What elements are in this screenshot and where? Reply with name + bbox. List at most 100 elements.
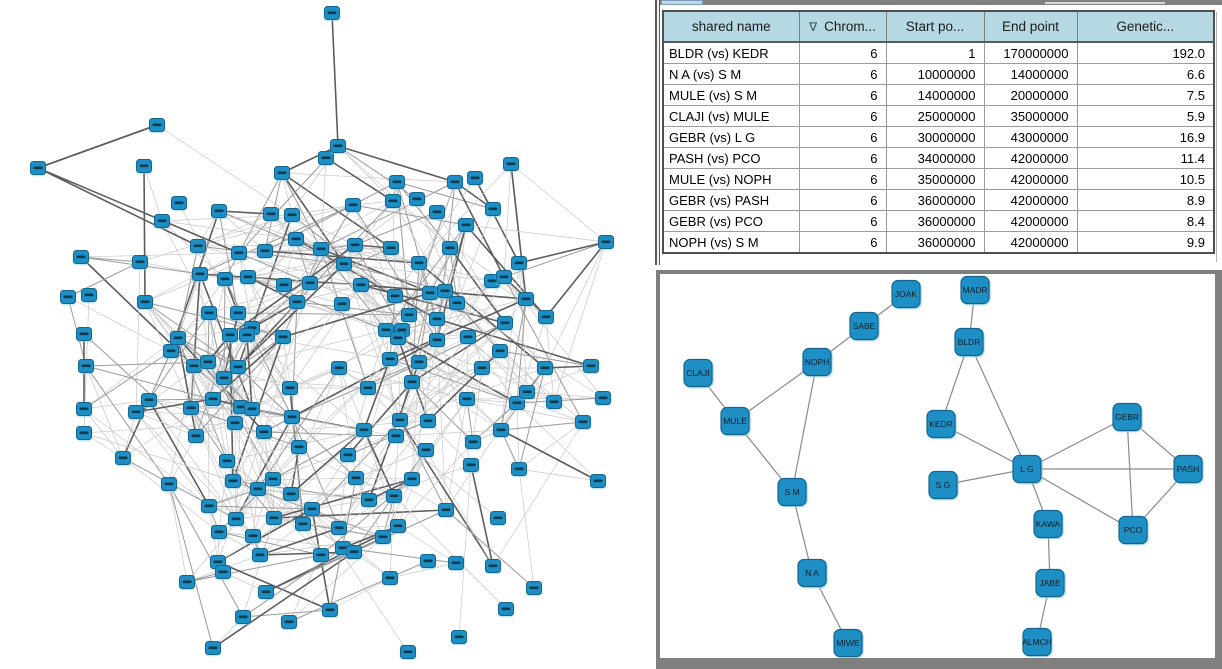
cell-value[interactable]: 5.9 — [1076, 105, 1215, 127]
cell-value[interactable]: 6 — [798, 189, 887, 211]
node-label-glyph — [338, 546, 348, 550]
cell-value[interactable]: 42000000 — [983, 147, 1078, 169]
subnetwork-node-KAWA[interactable] — [1033, 509, 1063, 539]
cell-value[interactable]: 6 — [798, 105, 887, 127]
network-edge — [247, 276, 387, 331]
table-row[interactable]: GEBR (vs) PCO 6 36000000 42000000 8.4 — [662, 210, 1215, 232]
column-header-chrom---[interactable]: ∇ Chrom... — [798, 10, 887, 43]
table-row[interactable]: CLAJI (vs) MULE 6 25000000 35000000 5.9 — [662, 105, 1215, 127]
cell-value[interactable]: 16.9 — [1076, 126, 1215, 148]
subnetwork-node-MIWE[interactable] — [833, 628, 863, 658]
table-row[interactable]: GEBR (vs) PASH 6 36000000 42000000 8.9 — [662, 189, 1215, 211]
node-label-glyph — [173, 336, 183, 340]
network-edge — [465, 224, 607, 243]
network-edge — [197, 204, 354, 247]
main-network-canvas[interactable] — [0, 0, 655, 669]
subnetwork-node-BLDR[interactable] — [954, 327, 984, 357]
subnetwork-node-PCO[interactable] — [1118, 515, 1148, 545]
cell-shared-name[interactable]: PASH (vs) PCO — [662, 147, 800, 169]
table-row[interactable]: MULE (vs) S M 6 14000000 20000000 7.5 — [662, 84, 1215, 106]
subnetwork-node-KEDR[interactable] — [926, 409, 956, 439]
column-header-start-po---[interactable]: Start po... — [885, 10, 985, 43]
cell-value[interactable]: 35000000 — [885, 168, 985, 190]
table-row[interactable]: NOPH (vs) S M 6 36000000 42000000 9.9 — [662, 231, 1215, 254]
cell-value[interactable]: 6 — [798, 231, 887, 254]
table-row[interactable]: MULE (vs) NOPH 6 35000000 42000000 10.5 — [662, 168, 1215, 190]
cell-value[interactable]: 6 — [798, 126, 887, 148]
network-edge — [503, 163, 512, 278]
cell-shared-name[interactable]: BLDR (vs) KEDR — [662, 41, 800, 64]
filter-icon[interactable]: ∇ — [809, 20, 818, 34]
column-header-shared-name[interactable]: shared name — [662, 10, 800, 43]
cell-value[interactable]: 8.4 — [1076, 210, 1215, 232]
cell-value[interactable]: 42000000 — [983, 231, 1078, 254]
cell-value[interactable]: 34000000 — [885, 147, 985, 169]
column-header-genetic---[interactable]: Genetic... — [1076, 10, 1215, 43]
table-row[interactable]: GEBR (vs) L G 6 30000000 43000000 16.9 — [662, 126, 1215, 148]
cell-shared-name[interactable]: MULE (vs) NOPH — [662, 168, 800, 190]
subnetwork-node-NOPH[interactable] — [802, 347, 832, 377]
subnetwork-node-SABE[interactable] — [849, 311, 879, 341]
cell-shared-name[interactable]: GEBR (vs) PASH — [662, 189, 800, 211]
cell-value[interactable]: 35000000 — [983, 105, 1078, 127]
subnetwork-node-NA[interactable] — [797, 558, 827, 588]
table-row[interactable]: BLDR (vs) KEDR 6 1 170000000 192.0 — [662, 41, 1215, 64]
network-edge — [290, 429, 365, 495]
subnetwork-node-CLAJI[interactable] — [683, 358, 713, 388]
cell-value[interactable]: 6 — [798, 84, 887, 106]
subnetwork-node-LG[interactable] — [1012, 454, 1042, 484]
cell-value[interactable]: 6.6 — [1076, 63, 1215, 85]
cell-value[interactable]: 36000000 — [885, 210, 985, 232]
subnetwork-node-ALMCH[interactable] — [1022, 627, 1052, 657]
cell-value[interactable]: 192.0 — [1076, 41, 1215, 64]
cell-value[interactable]: 43000000 — [983, 126, 1078, 148]
subnetwork-node-JABE[interactable] — [1035, 568, 1065, 598]
node-label-glyph — [349, 550, 359, 554]
cell-value[interactable]: 42000000 — [983, 210, 1078, 232]
cell-value[interactable]: 10000000 — [885, 63, 985, 85]
table-row[interactable]: N A (vs) S M 6 10000000 14000000 6.6 — [662, 63, 1215, 85]
cell-value[interactable]: 170000000 — [983, 41, 1078, 64]
cell-value[interactable]: 14000000 — [885, 84, 985, 106]
cell-shared-name[interactable]: CLAJI (vs) MULE — [662, 105, 800, 127]
cell-shared-name[interactable]: N A (vs) S M — [662, 63, 800, 85]
subnetwork-node-MULE[interactable] — [720, 406, 750, 436]
cell-value[interactable]: 6 — [798, 210, 887, 232]
subnetwork-node-JOAK[interactable] — [891, 279, 921, 309]
cell-value[interactable]: 6 — [798, 63, 887, 85]
cell-value[interactable]: 25000000 — [885, 105, 985, 127]
cell-value[interactable]: 36000000 — [885, 231, 985, 254]
cell-value[interactable]: 8.9 — [1076, 189, 1215, 211]
cell-value[interactable]: 42000000 — [983, 168, 1078, 190]
subnetwork-node-PASH[interactable] — [1173, 454, 1203, 484]
network-edge — [237, 263, 345, 368]
cell-value[interactable]: 10.5 — [1076, 168, 1215, 190]
cell-value[interactable]: 20000000 — [983, 84, 1078, 106]
cell-value[interactable]: 14000000 — [983, 63, 1078, 85]
cell-value[interactable]: 6 — [798, 168, 887, 190]
subnetwork-node-GEBR[interactable] — [1112, 402, 1142, 432]
cell-value[interactable]: 6 — [798, 147, 887, 169]
cell-shared-name[interactable]: GEBR (vs) L G — [662, 126, 800, 148]
tab-fragment[interactable] — [661, 0, 703, 5]
cell-value[interactable]: 1 — [885, 41, 985, 64]
subnetwork-node-SG[interactable] — [928, 470, 958, 500]
subnetwork-node-SM[interactable] — [777, 477, 807, 507]
cell-value[interactable]: 36000000 — [885, 189, 985, 211]
cell-value[interactable]: 42000000 — [983, 189, 1078, 211]
panel-splitter[interactable] — [655, 0, 660, 265]
cell-value[interactable]: 7.5 — [1076, 84, 1215, 106]
cell-shared-name[interactable]: MULE (vs) S M — [662, 84, 800, 106]
cell-value[interactable]: 6 — [798, 41, 887, 64]
table-row[interactable]: PASH (vs) PCO 6 34000000 42000000 11.4 — [662, 147, 1215, 169]
subnetwork-node-MADR[interactable] — [960, 275, 990, 305]
subnetwork-canvas[interactable]: JOAK SABE NOPH CLAJI MULE S M N A MIWE MADR BLDR K… — [660, 274, 1215, 658]
cell-value[interactable]: 9.9 — [1076, 231, 1215, 254]
cell-value[interactable]: 30000000 — [885, 126, 985, 148]
network-edge — [367, 290, 446, 389]
column-header-end-point[interactable]: End point — [983, 10, 1078, 43]
network-edge — [399, 419, 494, 567]
cell-value[interactable]: 11.4 — [1076, 147, 1215, 169]
cell-shared-name[interactable]: NOPH (vs) S M — [662, 231, 800, 254]
cell-shared-name[interactable]: GEBR (vs) PCO — [662, 210, 800, 232]
